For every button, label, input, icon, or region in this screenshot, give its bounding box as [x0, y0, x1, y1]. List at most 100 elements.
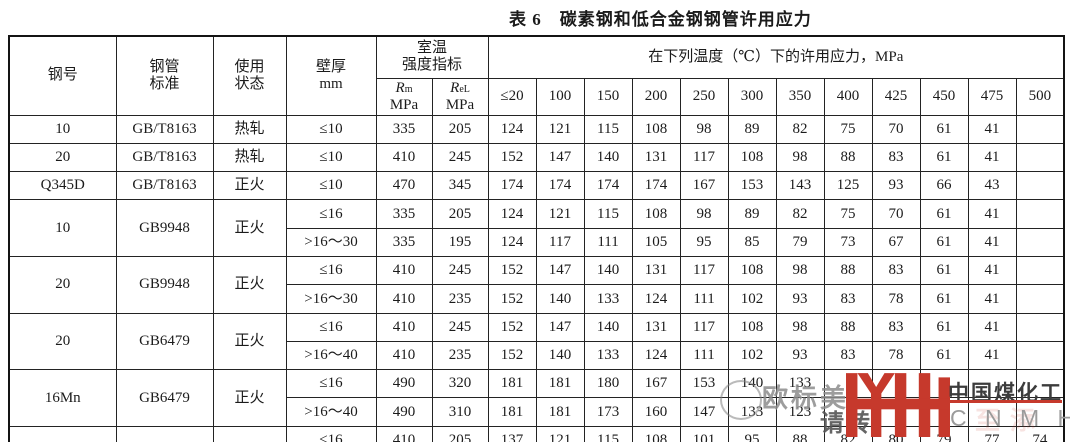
cell-steel-grade: 10: [8, 199, 117, 257]
cell-allowable-stress: 131: [631, 255, 681, 286]
header-temp: 200: [631, 77, 681, 116]
cell-rm-value: 410: [375, 312, 433, 342]
cell-allowable-stress: 74: [1015, 425, 1065, 442]
cell-allowable-stress: 152: [487, 255, 537, 286]
cell-allowable-stress: 41: [967, 284, 1017, 314]
cell-allowable-stress: 124: [631, 284, 681, 314]
cell-allowable-stress: 180: [583, 369, 633, 399]
cell-allowable-stress: 88: [823, 255, 873, 286]
cell-steel-grade: [8, 425, 117, 442]
cell-rm-value: 490: [375, 369, 433, 399]
cell-steel-grade: 16Mn: [8, 369, 117, 427]
cell-allowable-stress: 181: [535, 397, 585, 427]
cell-allowable-stress: 61: [919, 340, 969, 371]
cell-allowable-stress: 41: [967, 255, 1017, 286]
header-rel: ReL MPa: [431, 77, 489, 116]
cell-allowable-stress: 75: [823, 114, 873, 144]
cell-allowable-stress: [967, 369, 1017, 399]
cell-allowable-stress: 133: [583, 284, 633, 314]
cell-usage-state: 正火: [212, 171, 287, 201]
cell-rm-value: 470: [375, 171, 433, 201]
header-temp: 400: [823, 77, 873, 116]
cell-allowable-stress: 61: [919, 142, 969, 173]
cell-allowable-stress: 83: [871, 142, 921, 173]
cell-rm-value: 335: [375, 199, 433, 229]
cell-allowable-stress: 181: [535, 369, 585, 399]
cell-wall-thickness: >16～40: [285, 340, 377, 371]
cell-wall-thickness: >16～30: [285, 284, 377, 314]
cell-allowable-stress: 70: [871, 114, 921, 144]
cell-allowable-stress: 108: [727, 142, 777, 173]
cell-allowable-stress: 137: [487, 425, 537, 442]
cell-steel-grade: 10: [8, 114, 117, 144]
cell-allowable-stress: 78: [871, 340, 921, 371]
cell-usage-state: 正火: [212, 255, 287, 314]
cell-allowable-stress: 160: [631, 397, 681, 427]
cell-allowable-stress: 78: [871, 284, 921, 314]
cell-allowable-stress: [1015, 312, 1065, 342]
cell-rel-value: 205: [431, 114, 489, 144]
cell-allowable-stress: 133: [583, 340, 633, 371]
cell-allowable-stress: [1015, 114, 1065, 144]
cell-allowable-stress: 108: [727, 312, 777, 342]
cell-allowable-stress: 108: [727, 255, 777, 286]
cell-allowable-stress: 111: [679, 340, 729, 371]
header-temp: ≤20: [487, 77, 537, 116]
header-temp: 250: [679, 77, 729, 116]
cell-allowable-stress: 82: [823, 425, 873, 442]
cell-wall-thickness: >16～40: [285, 397, 377, 427]
cell-steel-grade: Q345D: [8, 171, 117, 201]
cell-allowable-stress: 61: [919, 312, 969, 342]
cell-steel-grade: 20: [8, 142, 117, 173]
cell-allowable-stress: 41: [967, 227, 1017, 257]
cell-allowable-stress: 61: [919, 199, 969, 229]
cell-allowable-stress: 124: [631, 340, 681, 371]
cell-allowable-stress: 61: [919, 255, 969, 286]
table-row: ≤16 410 205 137 121 115 108 101 95 88 82 80 79 77 74: [8, 425, 1065, 442]
cell-allowable-stress: 121: [535, 425, 585, 442]
cell-allowable-stress: 83: [823, 340, 873, 371]
cell-allowable-stress: 79: [919, 425, 969, 442]
cell-allowable-stress: 131: [631, 142, 681, 173]
cell-allowable-stress: 140: [583, 255, 633, 286]
cell-allowable-stress: [919, 369, 969, 399]
cell-allowable-stress: 140: [583, 312, 633, 342]
cell-wall-thickness: ≤10: [285, 142, 377, 173]
cell-allowable-stress: 41: [967, 312, 1017, 342]
cell-allowable-stress: 181: [487, 369, 537, 399]
cell-usage-state: 正火: [212, 369, 287, 427]
header-temp: 425: [871, 77, 921, 116]
cell-allowable-stress: 111: [583, 227, 633, 257]
cell-usage-state: 正火: [212, 312, 287, 371]
header-steel-grade: 钢号: [8, 35, 117, 116]
cell-allowable-stress: 77: [967, 425, 1017, 442]
cell-allowable-stress: 105: [631, 227, 681, 257]
header-pipe-standard: 钢管 标准: [115, 35, 214, 116]
cell-allowable-stress: [823, 369, 873, 399]
cell-allowable-stress: 41: [967, 340, 1017, 371]
cell-allowable-stress: 93: [775, 340, 825, 371]
cell-allowable-stress: 108: [631, 199, 681, 229]
cell-usage-state: 热轧: [212, 142, 287, 173]
cell-rm-value: 335: [375, 114, 433, 144]
cell-allowable-stress: 82: [775, 114, 825, 144]
cell-allowable-stress: 147: [535, 255, 585, 286]
cell-rel-value: 195: [431, 227, 489, 257]
cell-allowable-stress: 174: [487, 171, 537, 201]
cell-allowable-stress: 95: [679, 227, 729, 257]
cell-allowable-stress: 117: [679, 142, 729, 173]
cell-allowable-stress: 125: [823, 171, 873, 201]
cell-allowable-stress: 80: [871, 425, 921, 442]
cell-pipe-standard: GB/T8163: [115, 114, 214, 144]
cell-allowable-stress: 115: [583, 425, 633, 442]
cell-rm-value: 410: [375, 142, 433, 173]
cell-rm-value: 410: [375, 284, 433, 314]
cell-allowable-stress: 82: [775, 199, 825, 229]
cell-wall-thickness: ≤10: [285, 171, 377, 201]
cell-rel-value: 320: [431, 369, 489, 399]
cell-allowable-stress: 117: [535, 227, 585, 257]
cell-rel-value: 245: [431, 312, 489, 342]
cell-allowable-stress: 147: [535, 312, 585, 342]
header-temp: 100: [535, 77, 585, 116]
